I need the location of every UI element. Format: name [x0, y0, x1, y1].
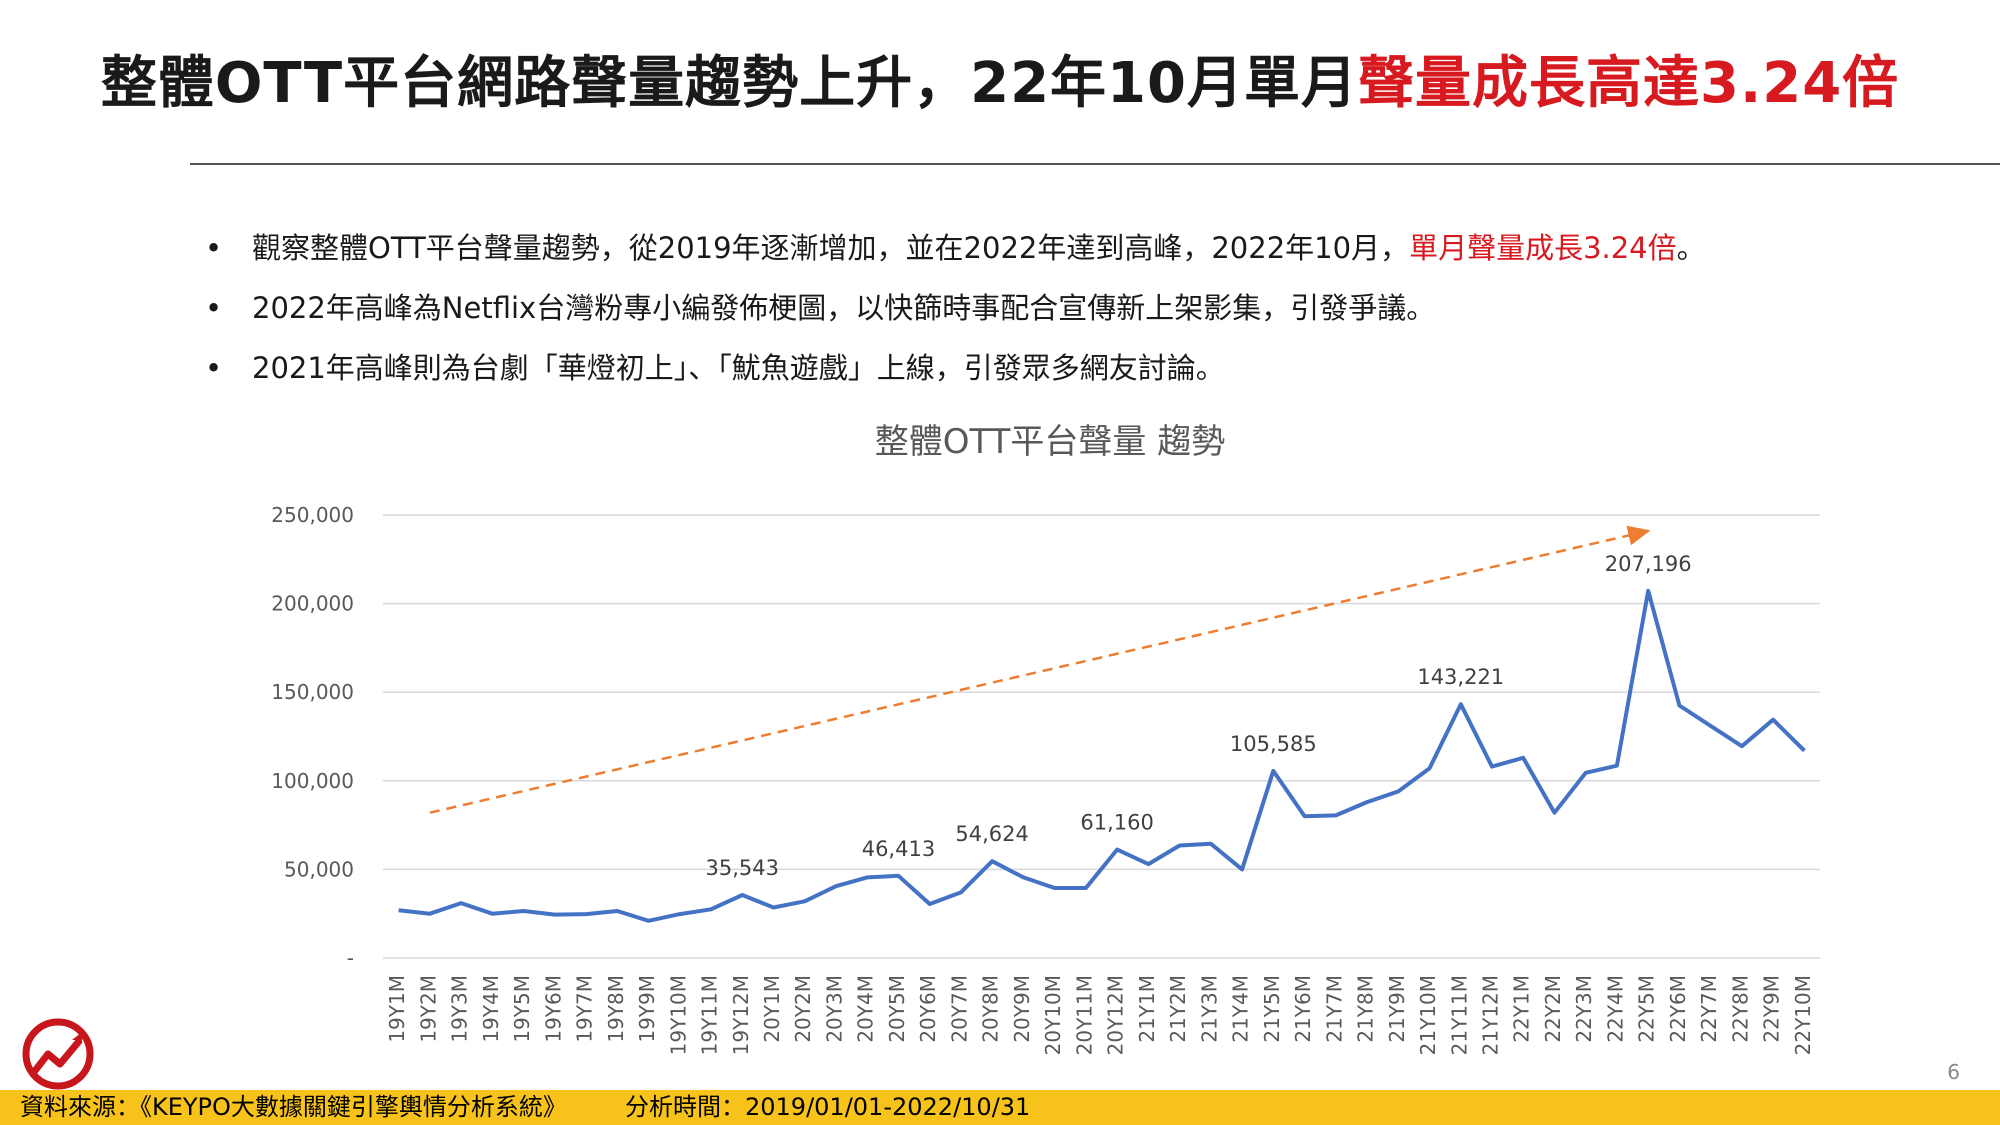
data-label: 207,196 — [1605, 552, 1692, 576]
bullet-list: • 觀察整體OTT平台聲量趨勢，從2019年逐漸增加，並在2022年達到高峰，20… — [200, 218, 1706, 398]
x-tick-label: 22Y3M — [1572, 975, 1596, 1043]
x-tick-label: 21Y1M — [1135, 975, 1159, 1043]
bullet-dot: • — [205, 231, 223, 265]
x-tick-label: 20Y10M — [1041, 975, 1065, 1055]
page-headline: 整體OTT平台網路聲量趨勢上升，22年10月單月聲量成長高達3.24倍 — [0, 38, 2000, 119]
data-label: 143,221 — [1417, 665, 1504, 689]
bullet-tail: 。 — [1676, 231, 1706, 265]
x-tick-label: 19Y11M — [698, 975, 722, 1055]
headline-highlight: 聲量成長高達3.24倍 — [1357, 51, 1900, 116]
x-tick-label: 22Y9M — [1760, 975, 1784, 1043]
footer-bar: 資料來源：《KEYPO大數據關鍵引擎輿情分析系統》 分析時間：2019/01/0… — [0, 1090, 2000, 1125]
x-tick-label: 21Y11M — [1447, 975, 1471, 1055]
bullet-item: • 2021年高峰則為台劇「華燈初上」、「魷魚遊戲」上線，引發眾多網友討論。 — [200, 338, 1706, 398]
x-tick-label: 21Y5M — [1260, 975, 1284, 1043]
x-tick-label: 21Y12M — [1478, 975, 1502, 1055]
x-tick-label: 22Y7M — [1697, 975, 1721, 1043]
volume-series-line — [398, 588, 1806, 923]
bullet-highlight: 單月聲量成長3.24倍 — [1409, 231, 1677, 265]
x-tick-label: 22Y5M — [1635, 975, 1659, 1043]
footer-period: 分析時間：2019/01/01-2022/10/31 — [625, 1093, 1031, 1121]
data-label: 54,624 — [955, 822, 1028, 846]
data-label: 46,413 — [862, 837, 935, 861]
x-tick-label: 19Y9M — [635, 975, 659, 1043]
x-tick-label: 21Y8M — [1354, 975, 1378, 1043]
x-tick-label: 20Y6M — [916, 975, 940, 1043]
y-tick-label: 100,000 — [271, 769, 354, 793]
data-label: 61,160 — [1080, 811, 1153, 835]
x-tick-label: 22Y8M — [1728, 975, 1752, 1043]
bullet-dot: • — [205, 291, 223, 325]
x-tick-label: 20Y1M — [760, 975, 784, 1043]
trend-arrow — [429, 525, 1651, 814]
x-tick-label: 20Y8M — [979, 975, 1003, 1043]
bullet-item: • 2022年高峰為Netflix台灣粉專小編發佈梗圖，以快篩時事配合宣傳新上架影… — [200, 278, 1706, 338]
x-tick-label: 22Y4M — [1603, 975, 1627, 1043]
y-tick-label: 150,000 — [271, 680, 354, 704]
x-tick-label: 19Y10M — [666, 975, 690, 1055]
x-tick-label: 19Y2M — [416, 975, 440, 1043]
x-tick-label: 20Y11M — [1072, 975, 1096, 1055]
bullet-text: 2022年高峰為Netflix台灣粉專小編發佈梗圖，以快篩時事配合宣傳新上架影集… — [252, 291, 1436, 325]
x-tick-label: 21Y10M — [1416, 975, 1440, 1055]
x-tick-label: 20Y7M — [947, 975, 971, 1043]
title-divider — [190, 163, 2000, 165]
x-tick-label: 20Y3M — [822, 975, 846, 1043]
x-tick-label: 22Y1M — [1510, 975, 1534, 1043]
x-tick-label: 22Y6M — [1666, 975, 1690, 1043]
y-tick-label: 250,000 — [271, 503, 354, 527]
x-tick-label: 19Y12M — [729, 975, 753, 1055]
x-tick-label: 19Y7M — [573, 975, 597, 1043]
x-tick-label: 22Y2M — [1541, 975, 1565, 1043]
x-tick-label: 19Y1M — [385, 975, 409, 1043]
x-tick-label: 19Y6M — [541, 975, 565, 1043]
page-number: 6 — [1947, 1060, 1960, 1084]
headline-text: 整體OTT平台網路聲量趨勢上升，22年10月單月 — [100, 51, 1358, 116]
y-tick-label: 200,000 — [271, 592, 354, 616]
bullet-item: • 觀察整體OTT平台聲量趨勢，從2019年逐漸增加，並在2022年達到高峰，20… — [200, 218, 1706, 278]
bullet-text: 觀察整體OTT平台聲量趨勢，從2019年逐漸增加，並在2022年達到高峰，202… — [252, 231, 1410, 265]
y-tick-label: - — [347, 946, 354, 970]
x-tick-label: 21Y3M — [1197, 975, 1221, 1043]
keypo-logo — [22, 1018, 94, 1090]
x-tick-label: 21Y9M — [1385, 975, 1409, 1043]
x-tick-label: 20Y2M — [791, 975, 815, 1043]
x-tick-label: 20Y5M — [885, 975, 909, 1043]
data-label: 105,585 — [1230, 732, 1317, 756]
x-tick-label: 19Y8M — [604, 975, 628, 1043]
x-tick-label: 20Y12M — [1104, 975, 1128, 1055]
bullet-dot: • — [205, 351, 223, 385]
x-tick-label: 21Y2M — [1166, 975, 1190, 1043]
x-tick-label: 19Y5M — [510, 975, 534, 1043]
x-tick-label: 19Y4M — [479, 975, 503, 1043]
chart-title: 整體OTT平台聲量 趨勢 — [875, 422, 1226, 462]
x-tick-label: 21Y4M — [1229, 975, 1253, 1043]
x-tick-label: 20Y9M — [1010, 975, 1034, 1043]
footer-source: 資料來源：《KEYPO大數據關鍵引擎輿情分析系統》 — [20, 1093, 567, 1121]
x-tick-label: 19Y3M — [448, 975, 472, 1043]
y-tick-label: 50,000 — [284, 857, 354, 881]
x-tick-label: 22Y10M — [1791, 975, 1815, 1055]
x-tick-label: 21Y6M — [1291, 975, 1315, 1043]
x-tick-label: 20Y4M — [854, 975, 878, 1043]
x-tick-label: 21Y7M — [1322, 975, 1346, 1043]
bullet-text: 2021年高峰則為台劇「華燈初上」、「魷魚遊戲」上線，引發眾多網友討論。 — [252, 351, 1225, 385]
data-label: 35,543 — [706, 856, 779, 880]
